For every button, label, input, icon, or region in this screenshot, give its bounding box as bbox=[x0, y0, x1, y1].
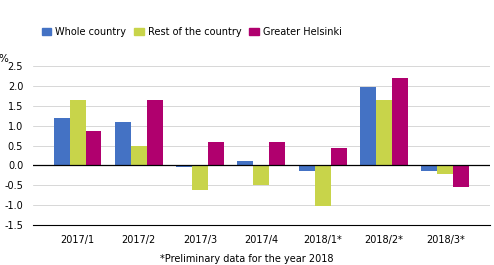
Bar bbox=[208, 142, 224, 165]
Bar bbox=[253, 165, 269, 185]
Bar bbox=[269, 142, 285, 165]
Bar bbox=[392, 78, 408, 165]
Bar bbox=[115, 122, 131, 165]
Bar bbox=[360, 87, 376, 165]
Bar bbox=[176, 165, 192, 167]
Bar bbox=[147, 100, 163, 165]
Legend: Whole country, Rest of the country, Greater Helsinki: Whole country, Rest of the country, Grea… bbox=[38, 23, 345, 41]
Bar bbox=[453, 165, 469, 187]
Bar bbox=[238, 161, 253, 165]
Bar bbox=[299, 165, 315, 171]
Bar bbox=[85, 131, 101, 165]
Text: *Preliminary data for the year 2018: *Preliminary data for the year 2018 bbox=[160, 254, 334, 264]
Text: %: % bbox=[0, 54, 8, 64]
Bar bbox=[54, 118, 70, 165]
Bar bbox=[376, 100, 392, 165]
Bar bbox=[330, 148, 346, 165]
Bar bbox=[421, 165, 437, 171]
Bar bbox=[70, 100, 85, 165]
Bar bbox=[192, 165, 208, 190]
Bar bbox=[437, 165, 453, 174]
Bar bbox=[315, 165, 330, 206]
Bar bbox=[131, 146, 147, 165]
